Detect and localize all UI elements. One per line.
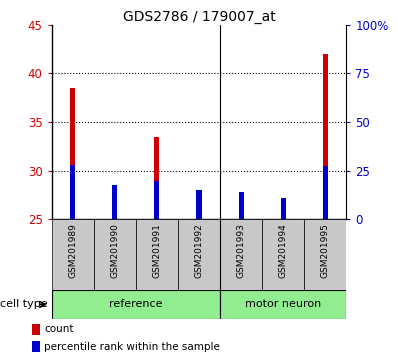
Bar (52, 290, 220, 319)
Text: GSM201994: GSM201994 (279, 223, 288, 278)
Bar (52, 219, 94, 290)
Text: GSM201991: GSM201991 (152, 223, 162, 278)
Bar (112, 185, 117, 219)
Text: cell type: cell type (0, 299, 48, 309)
Bar (238, 205, 244, 219)
Text: GSM201995: GSM201995 (321, 223, 330, 278)
Bar (136, 219, 178, 290)
Bar (220, 219, 262, 290)
Bar (32, 341, 40, 353)
Bar (70, 165, 75, 219)
Text: GSM201992: GSM201992 (195, 223, 203, 278)
Bar (154, 181, 160, 219)
Text: percentile rank within the sample: percentile rank within the sample (45, 342, 220, 352)
Bar (238, 192, 244, 219)
Bar (32, 324, 40, 335)
Text: GSM201990: GSM201990 (110, 223, 119, 278)
Bar (197, 190, 201, 219)
Bar (220, 290, 346, 319)
Bar (178, 219, 220, 290)
Bar (94, 219, 136, 290)
Bar (262, 219, 304, 290)
Title: GDS2786 / 179007_at: GDS2786 / 179007_at (123, 10, 275, 24)
Bar (323, 166, 328, 219)
Text: count: count (45, 325, 74, 335)
Bar (154, 137, 160, 219)
Text: motor neuron: motor neuron (245, 299, 321, 309)
Bar (281, 198, 286, 219)
Bar (304, 219, 346, 290)
Text: GSM201989: GSM201989 (68, 223, 77, 278)
Bar (323, 54, 328, 219)
Bar (112, 185, 117, 219)
Bar (197, 195, 201, 219)
Bar (70, 88, 75, 219)
Text: reference: reference (109, 299, 163, 309)
Bar (281, 205, 286, 219)
Text: GSM201993: GSM201993 (236, 223, 246, 278)
